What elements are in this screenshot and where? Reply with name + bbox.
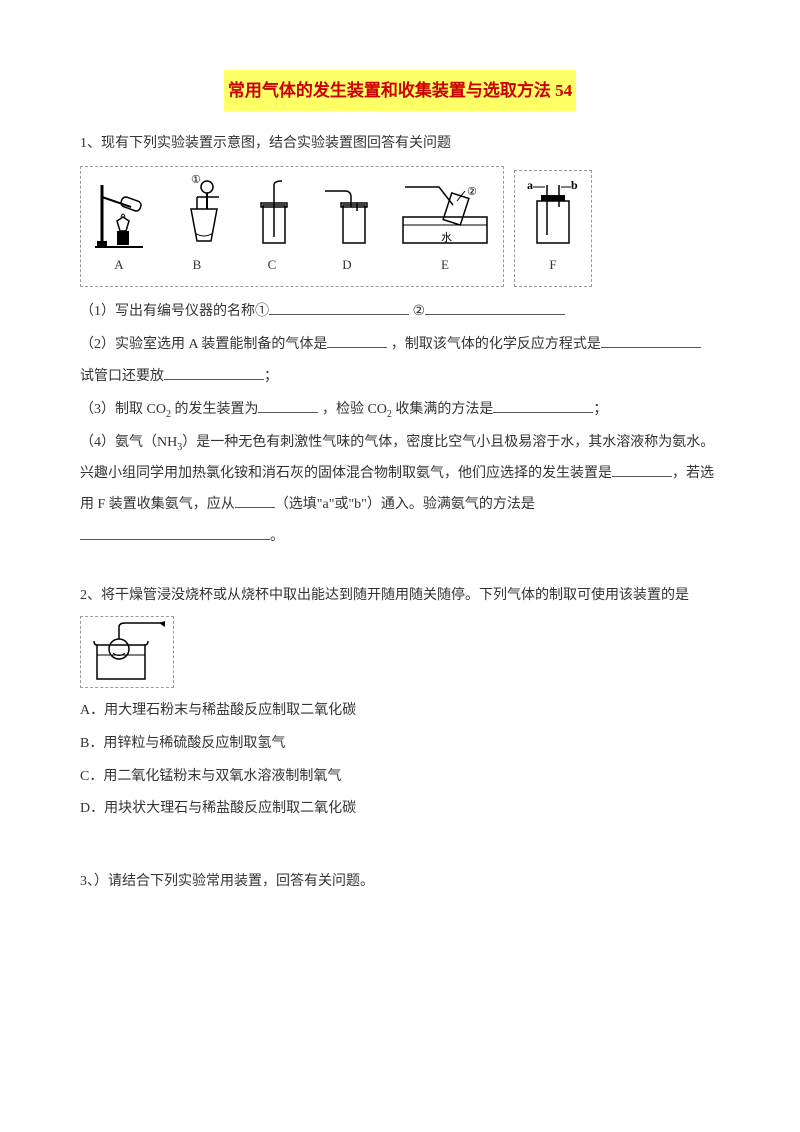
apparatus-c: C: [247, 177, 297, 280]
q1-p4-e: 。: [270, 529, 284, 544]
apparatus-f-svg: a b: [523, 177, 583, 249]
q1-p3-a: （3）制取 CO: [80, 402, 166, 417]
blank: [327, 332, 387, 347]
q1-intro: 1、现有下列实验装置示意图，结合实验装置图回答有关问题: [80, 129, 720, 160]
port-a: a: [527, 178, 533, 192]
q1-p4-a: （4）氨气（NH: [80, 435, 177, 450]
gap3: [80, 853, 720, 867]
q1-p2-d: ；: [264, 369, 278, 384]
diagram-box-f: a b F: [514, 170, 592, 287]
q1-p1-b: ②: [413, 304, 426, 319]
label-c: C: [268, 251, 277, 280]
label-f: F: [549, 251, 556, 280]
q2-opt-a: A．用大理石粉末与稀盐酸反应制取二氧化碳: [80, 696, 720, 727]
blank: [164, 365, 264, 380]
q2-opt-b: B．用锌粒与稀硫酸反应制取氢气: [80, 729, 720, 760]
port-b: b: [571, 178, 578, 192]
apparatus-e: 水 ② E: [397, 177, 493, 280]
q1-p3-b: 的发生装置为: [174, 402, 258, 417]
q1-p3-c: ，检验 CO: [322, 402, 387, 417]
q1-p2-line2: 试管口还要放 ；: [80, 362, 720, 393]
apparatus-b: ① B: [167, 173, 227, 280]
q2-intro: 2、将干燥管浸没烧杯或从烧杯中取出能达到随开随用随关随停。下列气体的制取可使用该…: [80, 581, 720, 612]
q1-p3-d: 收集满的方法是: [395, 402, 493, 417]
marker-1: ①: [191, 174, 201, 186]
q1-p2: （2）实验室选用 A 装置能制备的气体是 ，制取该气体的化学反应方程式是: [80, 330, 720, 361]
blank: [258, 398, 318, 413]
q1-p2-a: （2）实验室选用 A 装置能制备的气体是: [80, 337, 327, 352]
marker-2: ②: [467, 186, 477, 198]
blank: [235, 492, 275, 507]
label-d: D: [342, 251, 351, 280]
label-a: A: [114, 251, 123, 280]
blank: [612, 461, 672, 476]
blank: [425, 299, 565, 314]
apparatus-a-svg: [91, 177, 147, 249]
q3-intro: 3、）请结合下列实验常用装置，回答有关问题。: [80, 867, 720, 898]
label-e: E: [441, 251, 449, 280]
apparatus-c-svg: [247, 177, 297, 249]
page-title: 常用气体的发生装置和收集装置与选取方法 54: [224, 70, 576, 111]
q1-p4: （4）氨气（NH3）是一种无色有刺激性气味的气体，密度比空气小且极易溶于水，其水…: [80, 428, 720, 520]
sub2b: 2: [387, 409, 392, 420]
q2-opt-c: C．用二氧化锰粉末与双氧水溶液制制氧气: [80, 762, 720, 793]
apparatus-b-svg: ①: [167, 173, 227, 249]
q1-p2-b: ，制取该气体的化学反应方程式是: [391, 337, 601, 352]
q1-p1: （1）写出有编号仪器的名称① ②: [80, 297, 720, 328]
page-title-wrap: 常用气体的发生装置和收集装置与选取方法 54: [80, 70, 720, 111]
apparatus-e-svg: 水 ②: [397, 177, 493, 249]
blank: [601, 332, 701, 347]
gap2: [80, 827, 720, 853]
q1-p4-d: （选填"a"或"b"）通入。验满氨气的方法是: [275, 497, 535, 512]
blank: [80, 525, 270, 540]
diagram-box-main: A ① B C: [80, 166, 504, 287]
sub2: 2: [166, 409, 171, 420]
q1-p3: （3）制取 CO2 的发生装置为 ，检验 CO2 收集满的方法是；: [80, 395, 720, 426]
q2-opt-d: D．用块状大理石与稀盐酸反应制取二氧化碳: [80, 794, 720, 825]
blank: [269, 299, 409, 314]
q1-diagram-row: A ① B C: [80, 166, 720, 287]
blank: [493, 398, 593, 413]
q1-p1-a: （1）写出有编号仪器的名称①: [80, 304, 269, 319]
apparatus-a: A: [91, 177, 147, 280]
q1-p4-line3: 。: [80, 522, 720, 553]
q2-svg: [85, 621, 169, 683]
apparatus-d-svg: [317, 177, 377, 249]
q2-diagram: [80, 616, 174, 688]
apparatus-d: D: [317, 177, 377, 280]
apparatus-f: a b F: [523, 177, 583, 280]
label-b: B: [193, 251, 202, 280]
water-label: 水: [441, 231, 452, 244]
q1-p2-c: 试管口还要放: [80, 369, 164, 384]
gap: [80, 555, 720, 581]
q1-p3-e: ；: [593, 402, 607, 417]
